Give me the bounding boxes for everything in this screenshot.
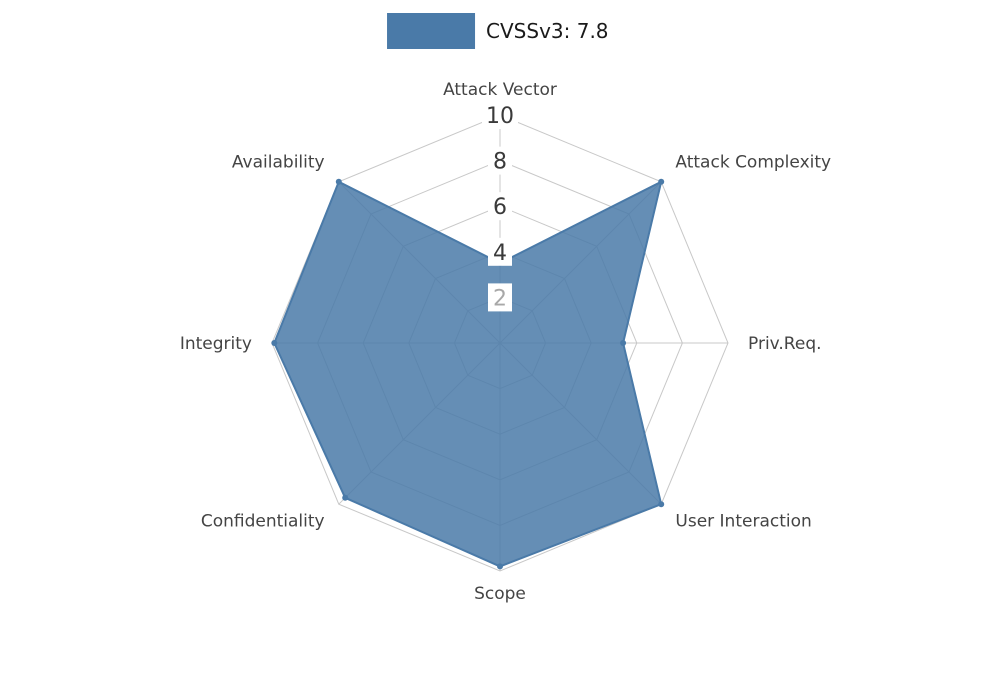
- axis-label-user-interaction: User Interaction: [675, 511, 811, 531]
- data-point: [335, 178, 342, 185]
- axis-label-scope: Scope: [474, 584, 526, 604]
- radial-tick-bg: [488, 283, 512, 312]
- radial-tick-bg: [488, 146, 512, 175]
- axis-label-attack-vector: Attack Vector: [443, 80, 557, 100]
- radial-tick-bg: [488, 237, 512, 266]
- axis-label-confidentiality: Confidentiality: [201, 511, 325, 531]
- axis-label-availability: Availability: [232, 153, 325, 173]
- data-point: [620, 340, 627, 346]
- data-point: [271, 340, 278, 346]
- radial-tick-label: 4: [493, 241, 507, 266]
- legend-swatch: [387, 13, 476, 49]
- radial-tick-bg: [488, 192, 512, 221]
- legend: CVSSv3: 7.8: [387, 13, 609, 49]
- data-point: [342, 494, 349, 501]
- axis-label-attack-complexity: Attack Complexity: [675, 153, 831, 173]
- radial-tick-label: 10: [486, 104, 514, 129]
- axis-label-integrity: Integrity: [180, 334, 252, 354]
- data-polygon: [273, 180, 663, 568]
- radial-tick-label: 2: [493, 286, 507, 311]
- data-point: [497, 563, 503, 570]
- legend-label: CVSSv3: 7.8: [486, 19, 609, 43]
- radial-tick-label: 6: [493, 195, 507, 220]
- data-point: [658, 178, 665, 185]
- axis-label-priv-req: Priv.Req.: [748, 334, 822, 354]
- radial-tick-bg: [482, 101, 518, 129]
- radial-tick-label: 8: [493, 150, 507, 175]
- data-point: [658, 501, 665, 508]
